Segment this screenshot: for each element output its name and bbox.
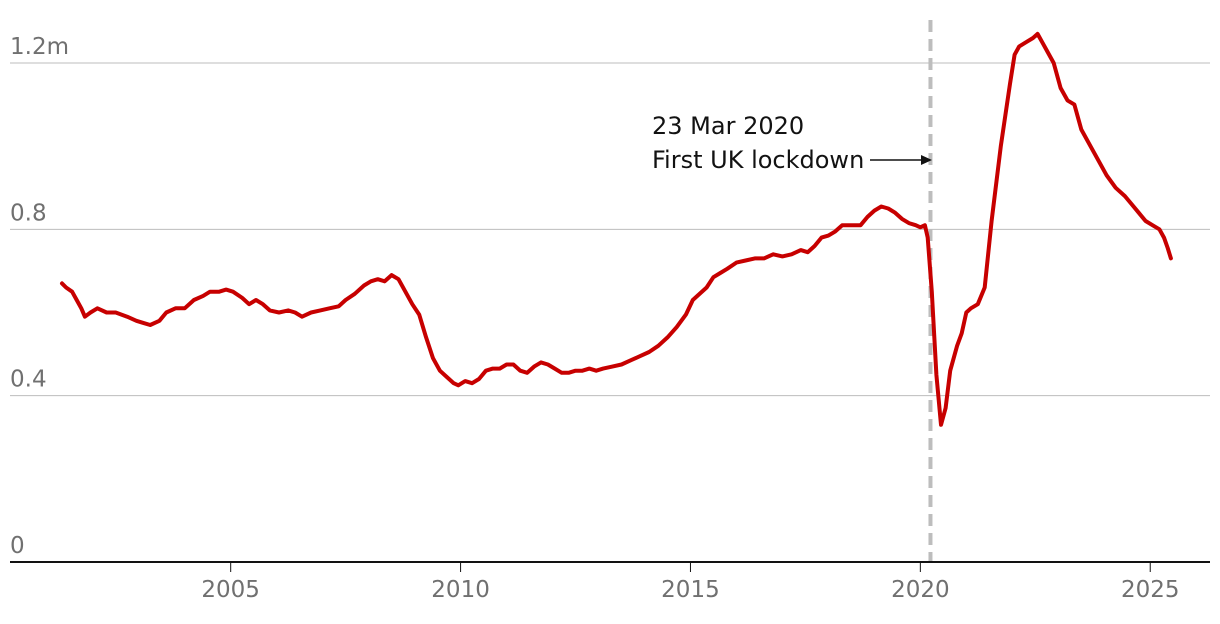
y-axis-ticks: 0 0.4 0.8 1.2m [10, 34, 69, 559]
annotation-event-label: First UK lockdown [652, 146, 864, 174]
x-tick-label: 2025 [1121, 577, 1180, 603]
gridlines [10, 62, 1210, 397]
y-tick-label: 0.4 [10, 367, 47, 393]
x-axis-ticks: 2005 2010 2015 2020 2025 [201, 562, 1180, 603]
x-tick-label: 2010 [431, 577, 490, 603]
annotation-date-label: 23 Mar 2020 [652, 112, 804, 140]
annotation-arrow [870, 155, 932, 165]
y-tick-label: 0.8 [10, 200, 47, 226]
x-tick-label: 2005 [201, 577, 260, 603]
y-tick-label: 0 [10, 533, 25, 559]
x-tick-label: 2015 [661, 577, 720, 603]
series-line [60, 31, 1173, 427]
x-tick-label: 2020 [891, 577, 950, 603]
y-tick-label: 1.2m [10, 34, 69, 60]
